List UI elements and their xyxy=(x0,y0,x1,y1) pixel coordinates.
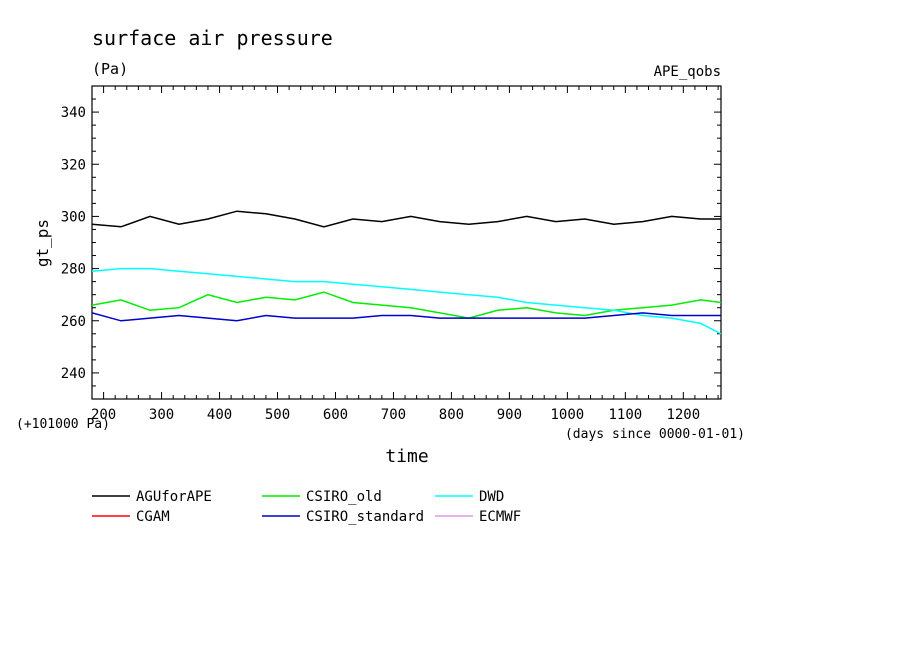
x-tick-label: 400 xyxy=(207,407,232,423)
y-tick-label: 240 xyxy=(61,366,86,382)
plot-area: 200 300 400 500 600 700 800 900 1000 1100 1200 240 2… xyxy=(61,85,722,423)
series-line-csiro-standard xyxy=(92,312,721,322)
x-tick-label: 200 xyxy=(91,407,116,423)
y-axis-label: gt_ps xyxy=(33,219,52,267)
x-tick-label: 900 xyxy=(497,407,522,423)
legend-label-aguforape: AGUforAPE xyxy=(136,489,212,505)
y-tick-label: 260 xyxy=(61,314,86,330)
legend-label-dwd: DWD xyxy=(479,489,504,505)
x-axis-label: time xyxy=(385,446,428,467)
legend-label-cgam: CGAM xyxy=(136,509,170,525)
x-tick-label: 600 xyxy=(323,407,348,423)
x-tick-label: 1200 xyxy=(666,407,700,423)
x-tick-label: 1000 xyxy=(551,407,585,423)
y-tick-label: 340 xyxy=(61,105,86,121)
series-line-csiro-old xyxy=(92,291,721,319)
chart-title: surface air pressure xyxy=(92,26,333,50)
series-line-dwd xyxy=(92,267,721,335)
plot-frame xyxy=(91,85,722,400)
y-tick-label: 320 xyxy=(61,157,86,173)
x-tick-label: 800 xyxy=(439,407,464,423)
x-tick-label: 700 xyxy=(381,407,406,423)
y-offset-note: (+101000 Pa) xyxy=(16,417,110,432)
x-axis-note: (days since 0000-01-01) xyxy=(565,427,745,442)
legend: AGUforAPE CSIRO_old DWD CGAM CSIRO_standard E… xyxy=(92,489,521,525)
x-tick-label: 300 xyxy=(149,407,174,423)
legend-label-csiro-old: CSIRO_old xyxy=(306,489,382,505)
legend-label-ecmwf: ECMWF xyxy=(479,509,521,525)
y-tick-label: 300 xyxy=(61,209,86,225)
series-line-aguforape xyxy=(92,210,721,228)
y-tick-label: 280 xyxy=(61,262,86,278)
x-tick-label: 1100 xyxy=(608,407,642,423)
experiment-label: APE_qobs xyxy=(654,64,721,80)
units-label: (Pa) xyxy=(92,60,128,78)
x-tick-label: 500 xyxy=(265,407,290,423)
legend-label-csiro-standard: CSIRO_standard xyxy=(306,509,424,525)
